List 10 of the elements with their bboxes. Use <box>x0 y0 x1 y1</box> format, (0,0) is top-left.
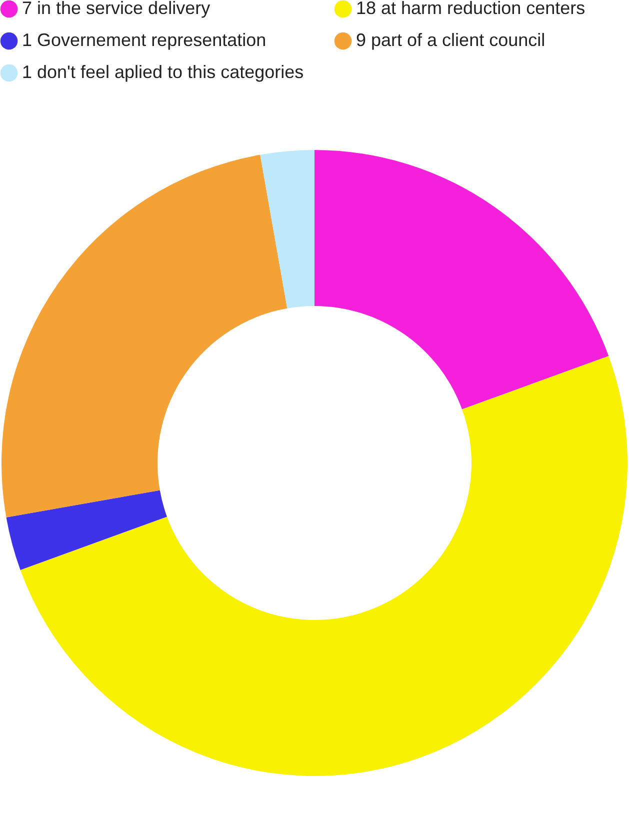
legend-label: 9 part of a client council <box>356 30 546 50</box>
donut-slice <box>260 150 314 308</box>
donut-slice <box>314 150 609 410</box>
legend-label: 18 at harm reduction centers <box>356 0 586 18</box>
donut-slice <box>2 154 288 518</box>
donut-slice <box>6 490 167 570</box>
donut-slice <box>20 356 628 776</box>
legend-label: 1 Governement representation <box>22 30 266 50</box>
legend-label: 1 don't feel aplied to this categories <box>22 62 304 82</box>
legend-label: 7 in the service delivery <box>22 0 210 18</box>
